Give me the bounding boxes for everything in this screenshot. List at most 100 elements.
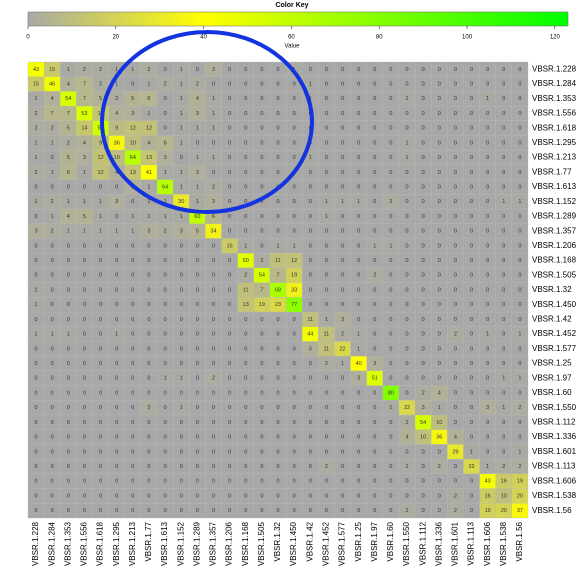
cell-value: 22 xyxy=(468,464,474,470)
cell-value: 22 xyxy=(339,346,345,352)
cell-value: 0 xyxy=(147,435,150,441)
cell-value: 0 xyxy=(147,302,150,308)
column-label: VBSR.1.550 xyxy=(402,521,411,566)
cell-value: 0 xyxy=(164,258,167,264)
cell-value: 0 xyxy=(51,155,54,161)
cell-value: 1 xyxy=(51,214,54,220)
cell-value: 0 xyxy=(325,140,328,146)
column-label: VBSR.1.112 xyxy=(418,521,427,565)
cell-value: 1 xyxy=(406,96,409,102)
cell-value: 0 xyxy=(470,155,473,161)
cell-value: 0 xyxy=(51,287,54,293)
cell-value: 3 xyxy=(35,229,38,235)
cell-value: 0 xyxy=(454,420,457,426)
row-label: VBSR.1.452 xyxy=(532,329,576,338)
cell-value: 0 xyxy=(373,332,376,338)
cell-value: 0 xyxy=(147,317,150,323)
cell-value: 1 xyxy=(438,405,441,411)
cell-value: 0 xyxy=(422,111,425,117)
cell-value: 0 xyxy=(309,67,312,73)
cell-value: 0 xyxy=(67,273,70,279)
cell-value: 1 xyxy=(470,449,473,455)
cell-value: 0 xyxy=(357,67,360,73)
cell-value: 0 xyxy=(341,96,344,102)
cell-value: 0 xyxy=(131,493,134,499)
row-label: VBSR.1.295 xyxy=(532,138,576,147)
cell-value: 0 xyxy=(341,420,344,426)
row-label: VBSR.1.606 xyxy=(532,476,576,485)
cell-value: 0 xyxy=(373,420,376,426)
cell-value: 0 xyxy=(406,184,409,190)
column-label: VBSR.1.538 xyxy=(499,521,508,566)
cell-value: 0 xyxy=(389,346,392,352)
cell-value: 0 xyxy=(470,229,473,235)
cell-value: 0 xyxy=(357,155,360,161)
cell-value: 1 xyxy=(131,229,134,235)
cell-value: 2 xyxy=(260,258,263,264)
cell-value: 0 xyxy=(486,214,489,220)
cell-value: 0 xyxy=(454,258,457,264)
cell-value: 0 xyxy=(470,390,473,396)
cell-value: 6 xyxy=(147,96,150,102)
cell-value: 0 xyxy=(518,273,521,279)
cell-value: 0 xyxy=(260,508,263,514)
cell-value: 0 xyxy=(293,199,296,205)
cell-value: 0 xyxy=(341,464,344,470)
cell-value: 0 xyxy=(373,170,376,176)
row-label: VBSR.1.353 xyxy=(532,94,576,103)
cell-value: 0 xyxy=(518,82,521,88)
cell-value: 0 xyxy=(325,258,328,264)
cell-value: 0 xyxy=(502,126,505,132)
cell-value: 0 xyxy=(35,435,38,441)
cell-value: 0 xyxy=(67,508,70,514)
cell-value: 0 xyxy=(115,390,118,396)
cell-value: 0 xyxy=(99,332,102,338)
cell-value: 1 xyxy=(486,464,489,470)
cell-value: 0 xyxy=(341,111,344,117)
cell-value: 0 xyxy=(422,155,425,161)
row-label: VBSR.1.550 xyxy=(532,403,576,412)
cell-value: 1 xyxy=(180,67,183,73)
cell-value: 0 xyxy=(518,184,521,190)
cell-value: 0 xyxy=(293,479,296,485)
cell-value: 0 xyxy=(454,273,457,279)
cell-value: 0 xyxy=(51,390,54,396)
cell-value: 0 xyxy=(35,317,38,323)
cell-value: 0 xyxy=(99,376,102,382)
cell-value: 4 xyxy=(115,111,118,117)
cell-value: 16 xyxy=(227,243,233,249)
cell-value: 0 xyxy=(438,155,441,161)
cell-value: 50 xyxy=(243,258,249,264)
cell-value: 1 xyxy=(115,332,118,338)
cell-value: 0 xyxy=(341,508,344,514)
cell-value: 0 xyxy=(502,214,505,220)
cell-value: 0 xyxy=(83,346,86,352)
cell-value: 0 xyxy=(406,229,409,235)
cell-value: 0 xyxy=(131,390,134,396)
cell-value: 1 xyxy=(180,96,183,102)
cell-value: 0 xyxy=(293,229,296,235)
cell-value: 0 xyxy=(51,258,54,264)
cell-value: 0 xyxy=(83,493,86,499)
cell-value: 0 xyxy=(180,243,183,249)
cell-value: 0 xyxy=(470,361,473,367)
cell-value: 0 xyxy=(406,243,409,249)
cell-value: 0 xyxy=(341,82,344,88)
cell-value: 0 xyxy=(276,140,279,146)
cell-value: 0 xyxy=(180,317,183,323)
cell-value: 0 xyxy=(147,493,150,499)
cell-value: 0 xyxy=(99,390,102,396)
cell-value: 1 xyxy=(164,199,167,205)
cell-value: 0 xyxy=(228,126,231,132)
cell-value: 0 xyxy=(341,126,344,132)
cell-value: 0 xyxy=(51,464,54,470)
cell-value: 0 xyxy=(325,82,328,88)
cell-value: 0 xyxy=(35,508,38,514)
cell-value: 0 xyxy=(357,111,360,117)
cell-value: 0 xyxy=(438,184,441,190)
cell-value: 0 xyxy=(212,273,215,279)
cell-value: 0 xyxy=(293,96,296,102)
cell-value: 1 xyxy=(518,199,521,205)
cell-value: 0 xyxy=(454,170,457,176)
cell-value: 0 xyxy=(212,508,215,514)
